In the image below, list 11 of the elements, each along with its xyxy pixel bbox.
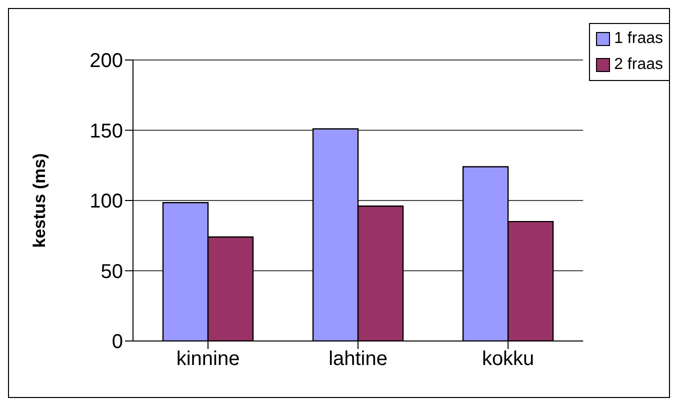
x-tick-label: kokku: [482, 348, 534, 370]
x-tick-label: kinnine: [176, 348, 240, 370]
x-tick-label: lahtine: [328, 348, 388, 370]
legend-label: 1 fraas: [614, 29, 663, 49]
y-axis-title: kestus (ms): [30, 153, 50, 248]
y-tick-label: 150: [90, 120, 123, 142]
y-tick-label: 200: [90, 50, 123, 72]
y-tick-label: 100: [90, 190, 123, 213]
y-tick-label: 0: [112, 331, 123, 354]
y-tick-label: 50: [100, 260, 123, 283]
legend-label: 2 fraas: [614, 55, 663, 75]
